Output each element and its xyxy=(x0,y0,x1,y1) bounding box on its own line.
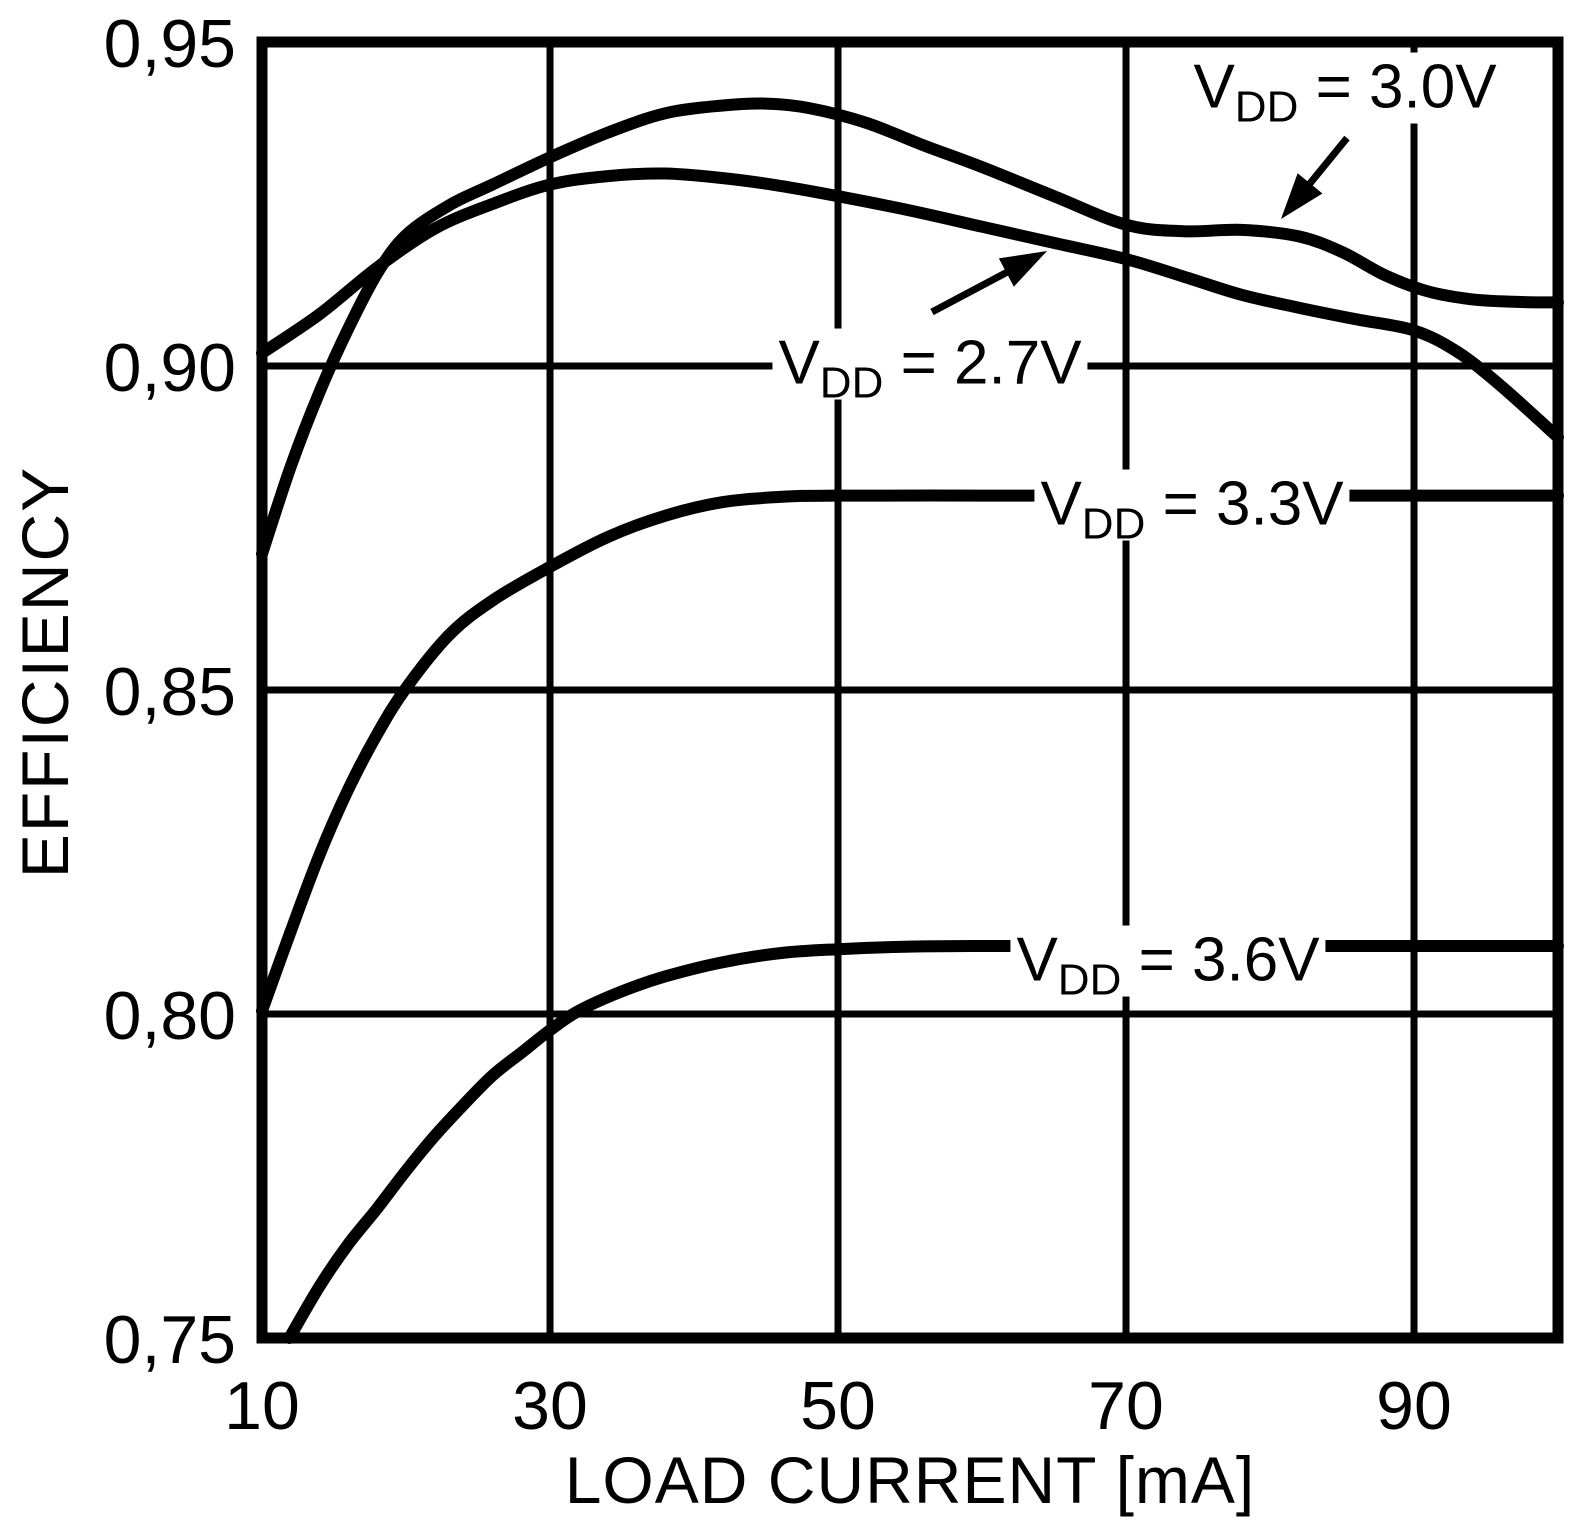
x-tick-label: 30 xyxy=(512,1368,588,1444)
annotation-subscript: DD xyxy=(1234,82,1299,132)
arrow-head-vdd30 xyxy=(1281,173,1323,219)
y-tick-label: 0,90 xyxy=(103,330,236,407)
x-tick-label: 90 xyxy=(1376,1368,1452,1444)
arrow-shaft-vdd30 xyxy=(1303,135,1350,191)
annotation-value: = 3.6V xyxy=(1121,925,1320,995)
annotation-vdd33: VDD = 3.3V xyxy=(1034,469,1350,546)
annotation-vdd27: VDD = 2.7V xyxy=(772,328,1088,405)
x-axis-title: LOAD CURRENT [mA] xyxy=(564,1443,1256,1517)
y-tick-label: 0,75 xyxy=(103,1302,236,1379)
annotation-subscript: DD xyxy=(1081,499,1146,549)
annotation-subscript: DD xyxy=(1057,955,1122,1005)
curve-vdd27 xyxy=(256,167,1564,444)
plot-border xyxy=(256,36,1564,1344)
annotation-value: = 3.0V xyxy=(1298,52,1497,122)
annotation-value: = 2.7V xyxy=(883,328,1082,398)
annotation-value: = 3.3V xyxy=(1145,469,1344,539)
y-tick-label: 0,95 xyxy=(103,6,236,83)
data-curves xyxy=(256,97,1564,1344)
x-tick-label: 70 xyxy=(1088,1368,1164,1444)
annotation-subscript: DD xyxy=(819,358,884,408)
annotation-symbol: V xyxy=(778,328,820,398)
gridlines xyxy=(262,42,1558,1338)
y-axis-title: EFFICIENCY xyxy=(8,465,82,879)
annotation-symbol: V xyxy=(1193,52,1235,122)
x-tick-label: 10 xyxy=(224,1368,300,1444)
y-tick-label: 0,80 xyxy=(103,978,236,1055)
plot-frame xyxy=(256,36,1564,1344)
annotation-arrows xyxy=(930,135,1350,316)
y-tick-label: 0,85 xyxy=(103,654,236,731)
curve-vdd30 xyxy=(256,97,1564,560)
annotation-symbol: V xyxy=(1016,925,1058,995)
arrow-shaft-vdd27 xyxy=(930,266,1014,316)
x-tick-label: 50 xyxy=(800,1368,876,1444)
arrow-head-vdd27 xyxy=(998,251,1047,287)
curve-vdd33 xyxy=(256,489,1564,1017)
annotation-vdd30: VDD = 3.0V xyxy=(1187,52,1503,129)
annotation-symbol: V xyxy=(1040,469,1082,539)
annotation-vdd36: VDD = 3.6V xyxy=(1010,925,1326,1002)
curve-vdd36 xyxy=(283,939,1564,1344)
